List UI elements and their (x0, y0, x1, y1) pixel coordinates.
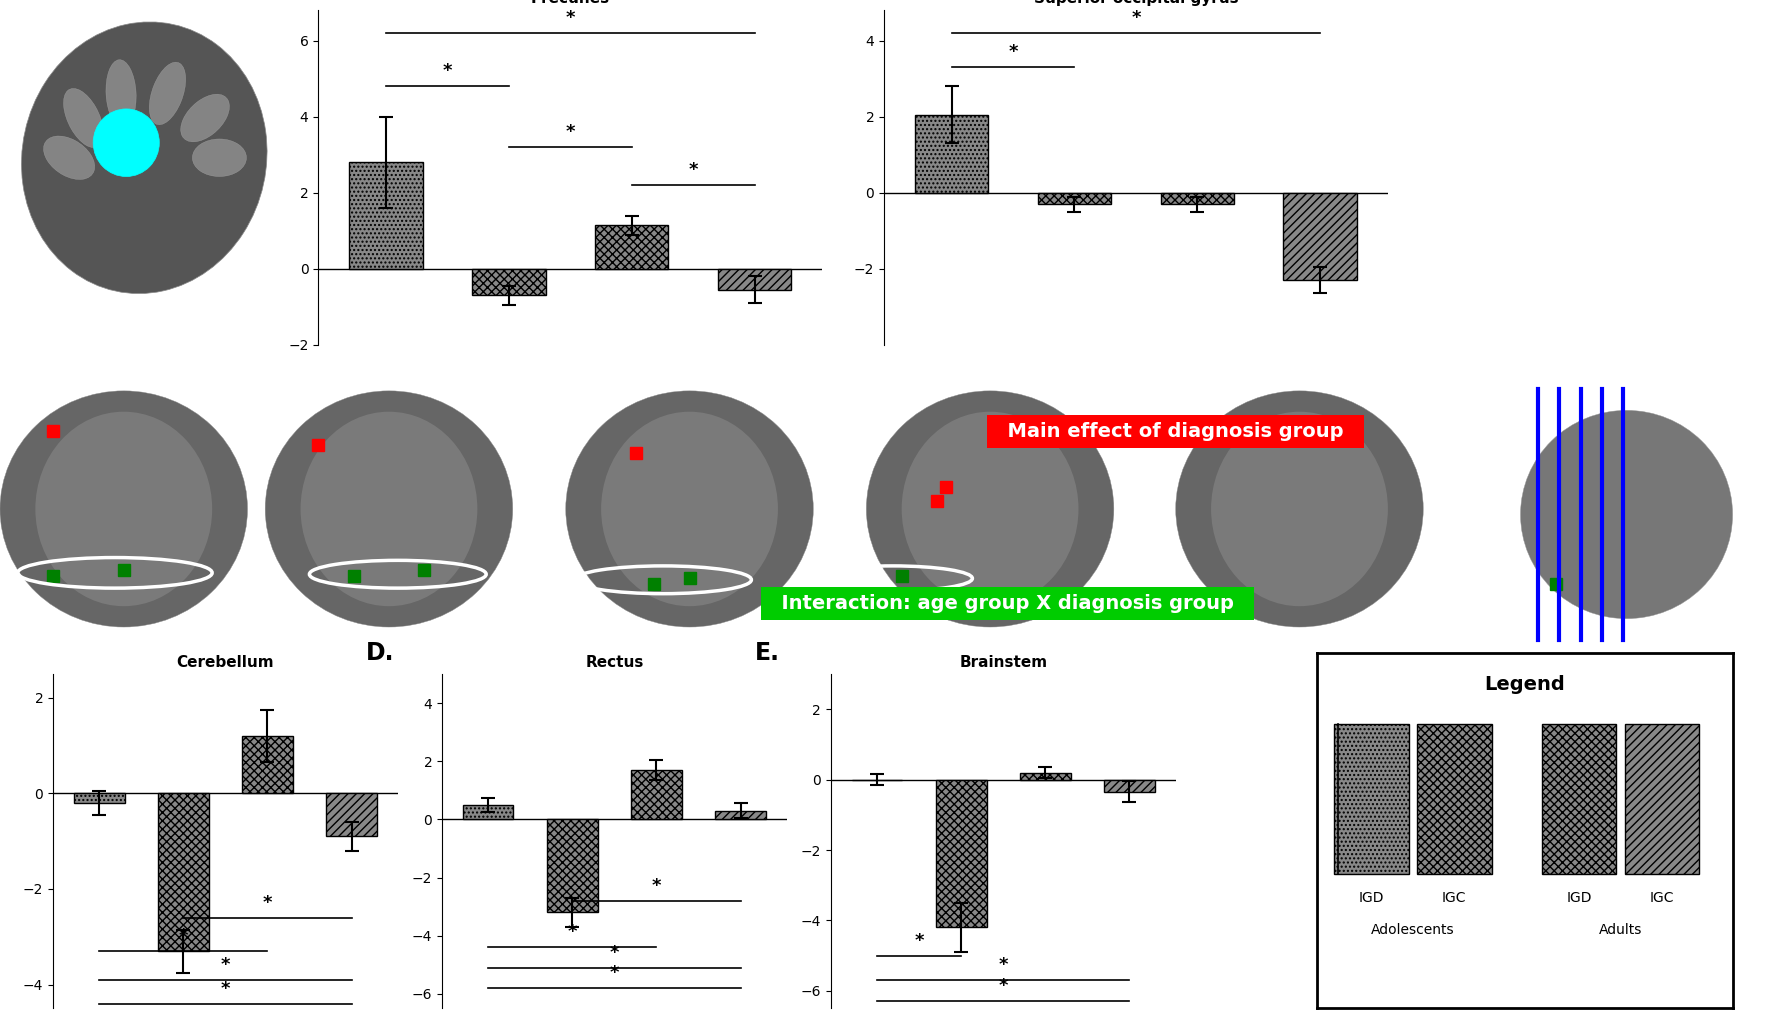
Text: C.: C. (0, 640, 4, 665)
Bar (242, 736, 293, 793)
Bar (472, 269, 546, 295)
Text: Interaction: age group X diagnosis group: Interaction: age group X diagnosis group (767, 594, 1248, 613)
Text: *: * (566, 9, 575, 27)
Title: Rectus: Rectus (585, 655, 644, 670)
Text: *: * (221, 956, 230, 973)
Text: E.: E. (755, 640, 780, 665)
Ellipse shape (265, 391, 513, 627)
Bar (1333, 724, 1409, 874)
Text: *: * (610, 944, 619, 962)
Ellipse shape (1211, 412, 1388, 606)
Text: *: * (442, 63, 453, 80)
Bar (914, 115, 988, 192)
Bar (74, 793, 124, 803)
Text: IGC: IGC (1650, 891, 1674, 906)
Ellipse shape (64, 88, 103, 147)
Text: *: * (179, 927, 187, 945)
Bar (463, 805, 513, 819)
Text: *: * (1132, 9, 1140, 27)
Text: *: * (999, 956, 1008, 974)
Ellipse shape (193, 139, 246, 177)
Bar (594, 225, 668, 269)
Title: Cerebellum: Cerebellum (177, 655, 274, 670)
Ellipse shape (35, 412, 212, 606)
Bar (327, 793, 377, 837)
Text: IGC: IGC (1443, 891, 1466, 906)
Text: *: * (652, 877, 661, 895)
Text: *: * (610, 964, 619, 982)
Text: *: * (999, 978, 1008, 995)
Text: Adults: Adults (1598, 923, 1642, 937)
Text: IGD: IGD (1358, 891, 1384, 906)
Ellipse shape (866, 391, 1114, 627)
Bar (157, 793, 209, 951)
Bar (1416, 724, 1492, 874)
Bar (1625, 724, 1699, 874)
Ellipse shape (601, 412, 778, 606)
Bar (716, 811, 766, 819)
Bar (718, 269, 792, 289)
Text: Legend: Legend (1485, 675, 1565, 694)
Ellipse shape (301, 412, 477, 606)
Bar (1160, 192, 1234, 204)
Ellipse shape (44, 136, 95, 179)
Ellipse shape (902, 412, 1078, 606)
Ellipse shape (180, 95, 230, 142)
Text: *: * (914, 931, 925, 950)
Text: Main effect of diagnosis group: Main effect of diagnosis group (994, 422, 1358, 440)
Ellipse shape (149, 62, 186, 125)
Title: Precunes: Precunes (530, 0, 610, 6)
Ellipse shape (566, 391, 813, 627)
Ellipse shape (94, 109, 159, 177)
Bar (348, 163, 423, 269)
Bar (1020, 773, 1071, 780)
Text: *: * (263, 893, 272, 912)
Text: *: * (568, 923, 576, 942)
Title: Brainstem: Brainstem (960, 655, 1047, 670)
Bar (935, 780, 987, 927)
Ellipse shape (1176, 391, 1423, 627)
Text: *: * (221, 980, 230, 998)
Ellipse shape (1520, 411, 1733, 618)
Text: IGD: IGD (1566, 891, 1591, 906)
Ellipse shape (0, 391, 248, 627)
Text: *: * (688, 162, 698, 179)
Bar (1542, 724, 1616, 874)
Title: Superior occipital gyrus: Superior occipital gyrus (1034, 0, 1238, 6)
Text: *: * (1008, 43, 1018, 62)
Text: Adolescents: Adolescents (1370, 923, 1455, 937)
Bar (1038, 192, 1112, 204)
Ellipse shape (21, 22, 267, 293)
Text: Seed: Seed (126, 329, 175, 347)
Bar (1105, 780, 1155, 792)
Text: *: * (566, 123, 575, 141)
Bar (546, 819, 598, 913)
Bar (631, 770, 682, 819)
Ellipse shape (106, 60, 136, 128)
Text: D.: D. (366, 640, 394, 665)
Bar (1284, 192, 1358, 280)
